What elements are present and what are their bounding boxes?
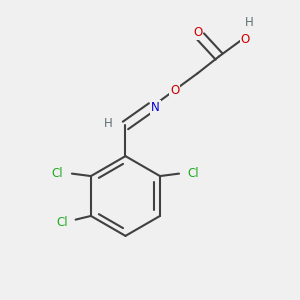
Text: Cl: Cl bbox=[52, 167, 63, 180]
Text: O: O bbox=[241, 33, 250, 46]
Text: H: H bbox=[104, 117, 113, 130]
Text: O: O bbox=[170, 84, 179, 97]
Text: Cl: Cl bbox=[56, 216, 68, 229]
Text: O: O bbox=[193, 26, 202, 39]
Text: Cl: Cl bbox=[188, 167, 199, 180]
Text: N: N bbox=[151, 100, 160, 114]
Text: H: H bbox=[245, 16, 254, 29]
